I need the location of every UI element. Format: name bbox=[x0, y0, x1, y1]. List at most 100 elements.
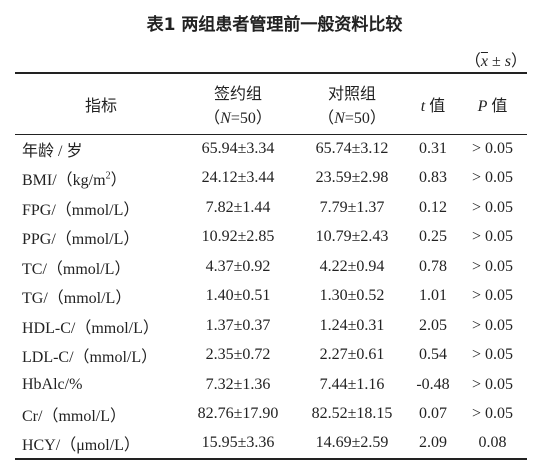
text-part: s bbox=[504, 53, 511, 70]
table-title: 表1 两组患者管理前一般资料比较 bbox=[146, 15, 403, 35]
text-part: x bbox=[480, 53, 488, 70]
value-cell: > 0.05 bbox=[471, 346, 514, 364]
header-cell: 签约组 （N=50） bbox=[180, 73, 296, 134]
value-cell: -0.48 bbox=[416, 375, 450, 393]
text-part: （ bbox=[464, 53, 481, 70]
text-part: LDL-C/（mmol/L） bbox=[22, 349, 158, 367]
data-row: TC/（mmol/L） 4.37±0.92 4.22±0.94 0.78 > 0.05 bbox=[15, 252, 527, 282]
value-cell: 1.37±0.37 bbox=[205, 316, 271, 334]
text-part: HDL-C/（mmol/L） bbox=[22, 319, 159, 337]
text-part: Cr/（mmol/L） bbox=[22, 408, 127, 426]
value-cell: 82.52±18.15 bbox=[311, 405, 393, 423]
value-cell: 10.79±2.43 bbox=[315, 228, 389, 246]
value-cell: 15.95±3.36 bbox=[201, 434, 275, 452]
indicator-cell: HbAlc/% bbox=[15, 370, 180, 400]
text-part: 2 bbox=[105, 170, 111, 182]
value-cell: > 0.05 bbox=[471, 169, 514, 187]
text-part: N bbox=[334, 109, 345, 127]
text-part: 年龄 / 岁 bbox=[22, 143, 83, 160]
table-body: 年龄 / 岁 65.94±3.34 65.74±3.12 0.31 > 0.05 BMI/… bbox=[15, 134, 527, 459]
value-cell: 0.54 bbox=[419, 346, 447, 364]
data-row: HDL-C/（mmol/L） 1.37±0.37 1.24±0.31 2.05 > 0.… bbox=[15, 311, 527, 341]
indicator-cell: Cr/（mmol/L） bbox=[15, 400, 180, 430]
value-cell: 7.82±1.44 bbox=[205, 198, 271, 216]
text-part: ） bbox=[510, 53, 527, 70]
text-part: P bbox=[477, 97, 488, 115]
value-cell: 24.12±3.44 bbox=[201, 169, 275, 187]
value-cell: 4.22±0.94 bbox=[319, 257, 385, 275]
value-cell: > 0.05 bbox=[471, 316, 514, 334]
value-cell: 0.07 bbox=[419, 405, 447, 423]
text-part: （ bbox=[204, 109, 221, 127]
text-part: 对照组 bbox=[327, 85, 376, 103]
value-cell: 0.83 bbox=[419, 169, 447, 187]
header-cell: 指标 bbox=[15, 73, 180, 134]
data-row: BMI/（kg/m2） 24.12±3.44 23.59±2.98 0.83 > 0.0… bbox=[15, 164, 527, 194]
text-part: 值 bbox=[425, 97, 446, 115]
value-cell: > 0.05 bbox=[471, 375, 514, 393]
indicator-cell: 年龄 / 岁 bbox=[15, 134, 180, 164]
value-cell: 0.25 bbox=[419, 228, 447, 246]
indicator-cell: LDL-C/（mmol/L） bbox=[15, 341, 180, 371]
text-part: （ bbox=[318, 109, 335, 127]
data-row: TG/（mmol/L） 1.40±0.51 1.30±0.52 1.01 > 0.05 bbox=[15, 282, 527, 312]
value-cell: > 0.05 bbox=[471, 257, 514, 275]
value-cell: 1.24±0.31 bbox=[319, 316, 385, 334]
value-cell: 10.92±2.85 bbox=[201, 228, 275, 246]
text-part: =50） bbox=[344, 109, 386, 127]
text-part: 签约组 bbox=[213, 85, 262, 103]
text-part: 指标 bbox=[84, 97, 117, 115]
header-cell: t 值 bbox=[408, 73, 458, 134]
indicator-cell: BMI/（kg/m2） bbox=[15, 164, 180, 194]
data-row: HCY/（μmol/L） 15.95±3.36 14.69±2.59 2.09 0.08 bbox=[15, 429, 527, 459]
value-cell: 2.27±0.61 bbox=[319, 346, 385, 364]
value-cell: 2.09 bbox=[419, 434, 447, 452]
text-part: HbAlc/% bbox=[22, 375, 83, 393]
indicator-cell: FPG/（mmol/L） bbox=[15, 193, 180, 223]
value-cell: 82.76±17.90 bbox=[197, 405, 279, 423]
value-cell: 14.69±2.59 bbox=[315, 434, 389, 452]
data-row: LDL-C/（mmol/L） 2.35±0.72 2.27±0.61 0.54 > 0.… bbox=[15, 341, 527, 371]
data-row: Cr/（mmol/L） 82.76±17.90 82.52±18.15 0.07 > 0… bbox=[15, 400, 527, 430]
value-cell: 7.79±1.37 bbox=[319, 198, 385, 216]
data-row: HbAlc/% 7.32±1.36 7.44±1.16 -0.48 > 0.05 bbox=[15, 370, 527, 400]
value-cell: 7.44±1.16 bbox=[319, 375, 385, 393]
value-cell: 23.59±2.98 bbox=[315, 169, 389, 187]
data-row: PPG/（mmol/L） 10.92±2.85 10.79±2.43 0.25 > 0.… bbox=[15, 223, 527, 253]
value-cell: 1.01 bbox=[419, 287, 447, 305]
text-part: =50） bbox=[230, 109, 272, 127]
header-cell: P 值 bbox=[458, 73, 527, 134]
text-part: ± bbox=[487, 53, 505, 70]
value-cell: 65.74±3.12 bbox=[315, 140, 389, 157]
value-cell: > 0.05 bbox=[471, 140, 514, 157]
text-part: N bbox=[220, 109, 231, 127]
value-cell: 1.30±0.52 bbox=[319, 287, 385, 305]
text-part: FPG/（mmol/L） bbox=[22, 201, 140, 219]
value-cell: > 0.05 bbox=[471, 287, 514, 305]
header-cell: 对照组 （N=50） bbox=[296, 73, 408, 134]
value-cell: > 0.05 bbox=[471, 405, 514, 423]
indicator-cell: HCY/（μmol/L） bbox=[15, 429, 180, 459]
indicator-cell: TC/（mmol/L） bbox=[15, 252, 180, 282]
indicator-cell: TG/（mmol/L） bbox=[15, 282, 180, 312]
value-cell: 0.31 bbox=[419, 140, 447, 157]
data-row: FPG/（mmol/L） 7.82±1.44 7.79±1.37 0.12 > 0.05 bbox=[15, 193, 527, 223]
value-cell: 0.78 bbox=[419, 257, 447, 275]
text-part: 值 bbox=[487, 97, 508, 115]
value-cell: 4.37±0.92 bbox=[205, 257, 271, 275]
text-part: PPG/（mmol/L） bbox=[22, 231, 140, 249]
value-cell: 65.94±3.34 bbox=[201, 140, 275, 157]
text-part: HCY/（μmol/L） bbox=[22, 437, 140, 455]
value-cell: 0.08 bbox=[478, 434, 507, 452]
value-cell: 2.35±0.72 bbox=[205, 346, 271, 364]
indicator-cell: HDL-C/（mmol/L） bbox=[15, 311, 180, 341]
text-part: BMI/（kg/m bbox=[22, 172, 106, 190]
statistic-note: （x ± s） bbox=[465, 47, 527, 71]
value-cell: 1.40±0.51 bbox=[205, 287, 271, 305]
text-part: t bbox=[420, 97, 426, 115]
data-row: 年龄 / 岁 65.94±3.34 65.74±3.12 0.31 > 0.05 bbox=[15, 134, 527, 164]
value-cell: > 0.05 bbox=[471, 228, 514, 246]
